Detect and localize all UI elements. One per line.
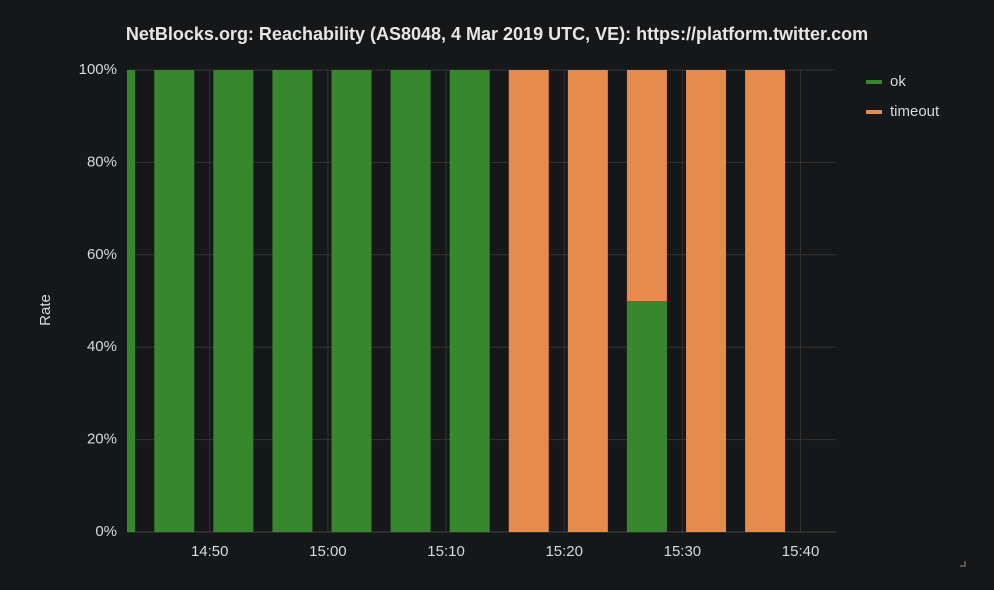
- bars: [127, 70, 786, 532]
- bar: [449, 70, 490, 532]
- bar: [331, 70, 372, 532]
- legend-label: timeout: [890, 103, 940, 120]
- x-tick-label: 15:30: [664, 543, 702, 560]
- y-tick-label: 40%: [87, 338, 117, 355]
- legend-label: ok: [890, 73, 906, 90]
- x-tick-label: 15:40: [782, 543, 820, 560]
- x-tick-label: 15:10: [427, 543, 465, 560]
- x-tick-label: 14:50: [191, 543, 229, 560]
- x-tick-label: 15:20: [545, 543, 583, 560]
- bar: [154, 70, 195, 532]
- y-tick-label: 80%: [87, 153, 117, 170]
- bar: [272, 70, 313, 532]
- resize-handle[interactable]: [960, 561, 966, 567]
- y-tick-label: 100%: [79, 61, 117, 78]
- y-tick-label: 60%: [87, 246, 117, 263]
- bar: [213, 70, 254, 532]
- y-axis-label: Rate: [37, 294, 54, 326]
- y-tick-label: 20%: [87, 431, 117, 448]
- bar: [390, 70, 431, 532]
- bar: [508, 70, 549, 532]
- y-tick-label: 0%: [95, 523, 117, 540]
- x-tick-label: 15:00: [309, 543, 347, 560]
- bar: [686, 70, 727, 532]
- bar: [745, 70, 786, 532]
- bar: [567, 70, 608, 532]
- bar: [626, 301, 667, 532]
- bar: [626, 70, 667, 301]
- chart-title: NetBlocks.org: Reachability (AS8048, 4 M…: [126, 24, 868, 44]
- bar: [127, 70, 136, 532]
